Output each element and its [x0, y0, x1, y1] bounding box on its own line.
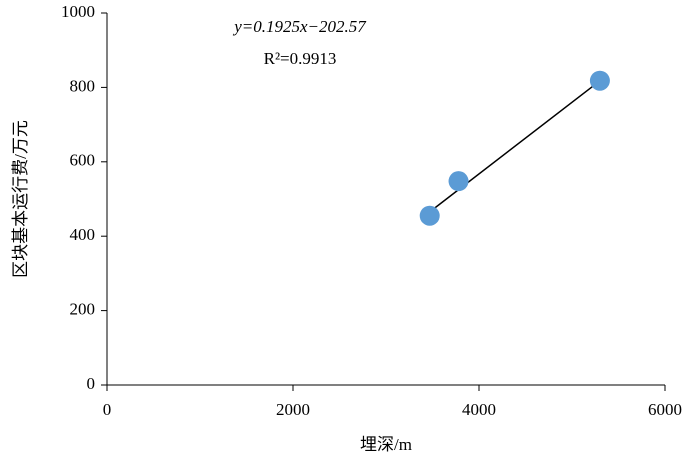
equation: y=0.1925x−202.57 [232, 17, 367, 36]
y-tick-label: 800 [70, 76, 96, 95]
y-tick-label: 0 [87, 374, 96, 393]
y-tick-label: 400 [70, 225, 96, 244]
point [589, 70, 610, 91]
y-tick-label: 1000 [61, 2, 95, 21]
trend-line [429, 80, 601, 213]
x-axis-label: 埋深/m [360, 435, 412, 454]
r-squared: R²=0.9913 [264, 49, 337, 68]
y-tick-label: 200 [70, 300, 96, 319]
x-tick-label: 4000 [462, 400, 496, 419]
x-tick-label: 6000 [648, 400, 682, 419]
x-tick-label: 0 [103, 400, 112, 419]
point [419, 205, 440, 226]
point [448, 171, 469, 192]
x-tick-label: 2000 [276, 400, 310, 419]
y-axis-label: 区块基本运行费/万元 [11, 120, 30, 278]
y-tick-label: 600 [70, 151, 96, 170]
